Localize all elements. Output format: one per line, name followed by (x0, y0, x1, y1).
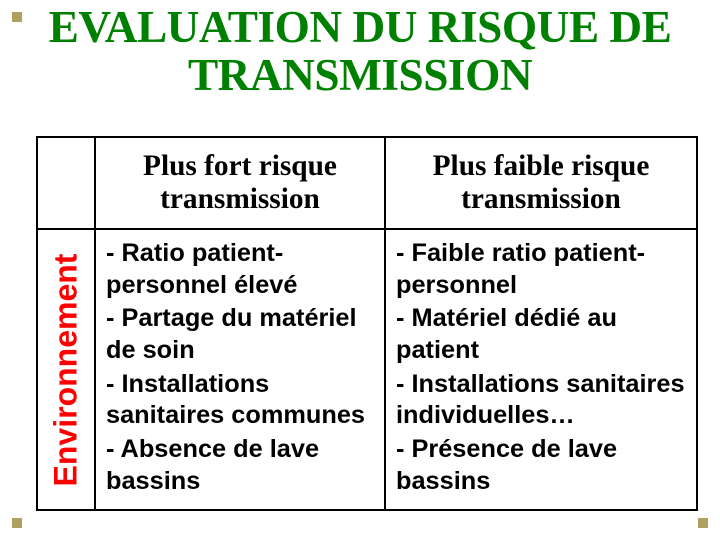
header-empty-cell (37, 137, 95, 229)
list-item: - Ratio patient-personnel élevé (106, 238, 374, 301)
list-item: - Présence de lave bassins (396, 434, 686, 497)
risk-table: Plus fort risque transmission Plus faibl… (36, 136, 698, 511)
cell-high-risk: - Ratio patient-personnel élevé - Partag… (95, 229, 385, 510)
list-item: - Installations sanitaires individuelles… (396, 369, 686, 432)
list-item: - Partage du matériel de soin (106, 303, 374, 366)
slide: EVALUATION DU RISQUE DE TRANSMISSION Plu… (0, 0, 720, 540)
list-item: - Absence de lave bassins (106, 434, 374, 497)
table-container: Plus fort risque transmission Plus faibl… (36, 136, 696, 511)
row-label-environment: Environnement (48, 253, 85, 486)
table-row: Environnement - Ratio patient-personnel … (37, 229, 697, 510)
corner-decoration-icon (12, 12, 22, 22)
list-item: - Matériel dédié au patient (396, 303, 686, 366)
corner-decoration-icon (698, 518, 708, 528)
table-header-row: Plus fort risque transmission Plus faibl… (37, 137, 697, 229)
col-header-high-risk: Plus fort risque transmission (95, 137, 385, 229)
list-item: - Installations sanitaires communes (106, 369, 374, 432)
row-label-cell: Environnement (37, 229, 95, 510)
list-item: - Faible ratio patient-personnel (396, 238, 686, 301)
page-title: EVALUATION DU RISQUE DE TRANSMISSION (0, 0, 720, 107)
cell-low-risk: - Faible ratio patient-personnel - Matér… (385, 229, 697, 510)
corner-decoration-icon (12, 518, 22, 528)
col-header-low-risk: Plus faible risque transmission (385, 137, 697, 229)
